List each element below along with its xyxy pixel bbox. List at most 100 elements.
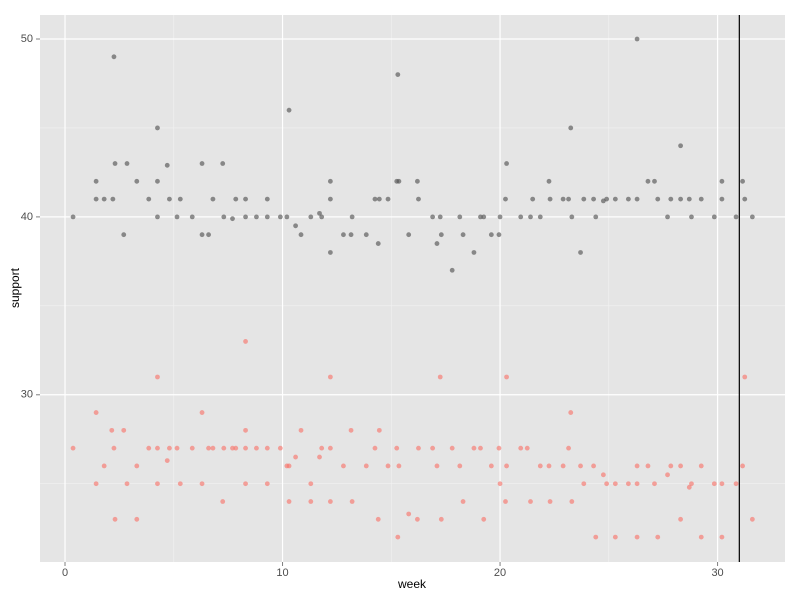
point [546, 178, 552, 184]
point [665, 472, 670, 478]
point [284, 214, 290, 220]
point [740, 463, 745, 469]
point [124, 481, 130, 487]
point [206, 232, 211, 238]
point [652, 481, 657, 487]
point [70, 445, 76, 451]
point [528, 214, 533, 220]
points [70, 36, 755, 540]
point [220, 499, 226, 504]
point [437, 374, 443, 380]
point [308, 481, 314, 487]
point [711, 481, 717, 487]
point [317, 454, 322, 460]
point [385, 196, 391, 202]
point [146, 196, 152, 202]
point [349, 499, 355, 504]
point [481, 214, 487, 220]
point [199, 481, 205, 487]
point [134, 178, 140, 184]
point [560, 196, 566, 202]
point [698, 196, 704, 202]
point [634, 463, 640, 469]
point [457, 463, 463, 469]
point [221, 445, 227, 451]
point [348, 232, 354, 238]
point [134, 516, 140, 522]
point [395, 72, 401, 77]
y-tick-label: 40 [21, 211, 33, 223]
point [243, 214, 248, 220]
point [591, 196, 596, 202]
x-tick-label: 10 [276, 567, 288, 579]
point [645, 463, 651, 469]
point [503, 196, 508, 202]
point [604, 196, 610, 202]
point [740, 178, 745, 184]
point [221, 214, 227, 220]
point [93, 410, 99, 415]
point [199, 410, 205, 415]
y-tick-label: 30 [21, 389, 33, 401]
point [134, 463, 140, 469]
point [430, 445, 436, 451]
point [395, 534, 401, 540]
point [497, 481, 503, 487]
point [460, 232, 466, 238]
x-tick-label: 30 [711, 567, 723, 579]
point [457, 214, 463, 220]
point [569, 499, 575, 504]
point [518, 445, 524, 451]
point [406, 511, 412, 517]
point [210, 445, 216, 451]
point [749, 214, 755, 220]
point [449, 445, 455, 451]
point [155, 125, 160, 131]
point [568, 410, 574, 415]
point [569, 214, 575, 220]
point [264, 481, 270, 487]
point [177, 196, 183, 202]
point [416, 196, 421, 202]
point [460, 499, 466, 504]
point [327, 499, 333, 504]
point [70, 214, 76, 220]
point [101, 196, 107, 202]
point [308, 214, 314, 220]
point [155, 445, 160, 451]
point [293, 454, 298, 460]
point [348, 427, 354, 433]
point [286, 463, 292, 469]
point [645, 178, 651, 184]
point [363, 463, 369, 469]
point [742, 196, 748, 202]
point [719, 534, 725, 540]
point [286, 499, 292, 504]
point [124, 161, 130, 166]
point [112, 516, 118, 522]
point [593, 214, 599, 220]
point [414, 516, 420, 522]
point [243, 445, 248, 451]
point [612, 481, 618, 487]
point [438, 232, 444, 238]
point [243, 196, 248, 202]
point [733, 481, 739, 487]
point [189, 214, 195, 220]
y-axis-title: support [8, 267, 22, 308]
point [634, 481, 640, 487]
point [121, 427, 127, 433]
point [504, 374, 509, 380]
point [308, 499, 314, 504]
point [376, 196, 382, 202]
point [317, 210, 322, 216]
point [254, 445, 259, 451]
point [478, 445, 483, 451]
point [655, 534, 661, 540]
point [689, 481, 694, 487]
point [471, 445, 477, 451]
point [625, 196, 631, 202]
point [719, 196, 725, 202]
point [689, 214, 694, 220]
point [568, 125, 574, 131]
